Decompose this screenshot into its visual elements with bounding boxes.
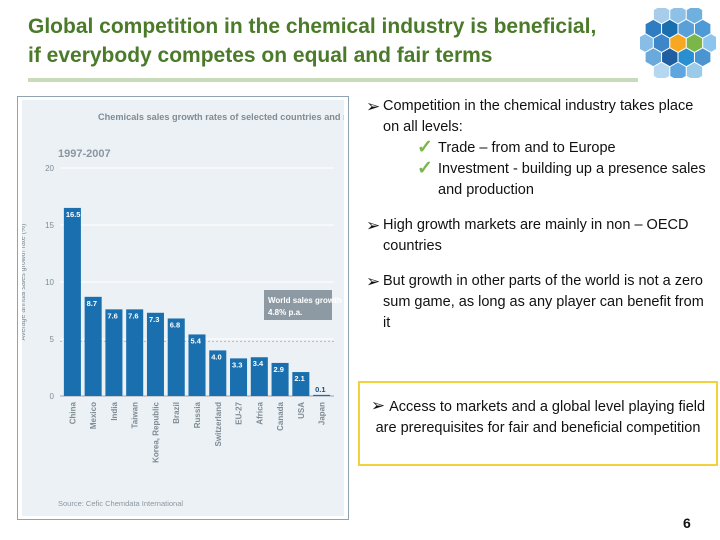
bullet-text: Competition in the chemical industry tak… [383, 98, 694, 135]
callout-box: ➢ Access to markets and a global level pl… [358, 381, 718, 466]
x-category-label: Brazil [172, 402, 181, 424]
sub-bullet-text: Investment - building up a presence sale… [438, 161, 706, 198]
slide-title: Global competition in the chemical indus… [28, 12, 658, 70]
chart-title: Chemicals sales growth rates of selected… [98, 112, 344, 122]
bar-value-label: 2.1 [294, 374, 304, 383]
callout-text: Access to markets and a global level pla… [375, 399, 706, 436]
logo-hexagon [670, 8, 686, 24]
bar-value-label: 8.7 [87, 299, 97, 308]
bar-value-label: 7.3 [149, 315, 159, 324]
bar-value-label: 3.3 [232, 360, 242, 369]
checkmark-icon: ✓ [417, 158, 433, 179]
bar-value-label: 0.1 [315, 385, 325, 394]
y-axis-label: Average annual sales growth rate (%) [22, 224, 27, 341]
bar-korea-republic [146, 312, 164, 396]
logo-hexagon [640, 34, 653, 52]
x-category-label: Switzerland [214, 402, 223, 447]
logo-hexagon [678, 48, 694, 67]
bar-india [105, 309, 123, 396]
bar-taiwan [126, 309, 144, 396]
logo-hexagon [653, 8, 670, 24]
logo-hexagon [645, 19, 662, 38]
logo-hexagon [686, 34, 703, 52]
x-category-label: Canada [276, 401, 285, 430]
x-category-label: Africa [255, 401, 264, 424]
logo-hexagon [703, 34, 716, 52]
y-tick-label: 5 [50, 335, 55, 344]
bar-value-label: 7.6 [107, 311, 117, 320]
logo-hexagon [662, 19, 678, 38]
sub-bullet-item: ✓ Trade – from and to Europe [417, 137, 706, 159]
bar-china [63, 207, 81, 396]
logo-hexagon [686, 62, 703, 78]
bar-value-label: 2.9 [274, 365, 284, 374]
arrow-bullet-icon: ➢ [370, 396, 386, 415]
bar-canada [271, 362, 289, 396]
chart-source: Source: Cefic Chemdata International [58, 499, 183, 508]
title-divider [28, 78, 638, 82]
hexagon-logo-icon [640, 8, 716, 78]
world-growth-label: World sales growth [268, 296, 342, 305]
bullet-list: ➢ Competition in the chemical industry ta… [366, 96, 706, 348]
x-category-label: China [68, 401, 77, 424]
logo-hexagon [662, 48, 678, 67]
x-category-label: India [110, 401, 119, 420]
x-category-label: Mexico [89, 402, 98, 429]
logo-hexagon [653, 62, 670, 78]
y-tick-label: 10 [45, 278, 54, 287]
y-tick-label: 20 [45, 164, 54, 173]
bar-value-label: 7.6 [128, 311, 138, 320]
logo-hexagon [678, 19, 694, 38]
x-category-label: Taiwan [131, 402, 140, 429]
bullet-item: ➢ High growth markets are mainly in non –… [366, 215, 706, 257]
logo-hexagon [653, 34, 670, 52]
logo-hexagon [670, 34, 686, 52]
bar-eu-27 [230, 358, 248, 396]
y-tick-label: 0 [50, 392, 55, 401]
world-growth-box [264, 290, 332, 320]
chart-period: 1997-2007 [58, 148, 111, 160]
bullet-item: ➢ Competition in the chemical industry ta… [366, 96, 706, 201]
x-category-label: EU-27 [235, 401, 244, 424]
logo-hexagon [686, 8, 703, 24]
page-number: 6 [683, 515, 691, 531]
arrow-bullet-icon: ➢ [366, 216, 381, 235]
x-category-label: Japan [318, 402, 327, 425]
logo-hexagon [694, 48, 711, 67]
x-category-label: Korea, Republic [151, 401, 160, 462]
bullet-text: But growth in other parts of the world i… [383, 273, 704, 331]
bar-value-label: 4.0 [211, 352, 221, 361]
checkmark-icon: ✓ [417, 137, 433, 158]
arrow-bullet-icon: ➢ [366, 272, 381, 291]
title-line-1: Global competition in the chemical indus… [28, 15, 597, 38]
bar-value-label: 16.5 [66, 210, 81, 219]
y-tick-label: 15 [45, 221, 54, 230]
logo-hexagon [694, 19, 711, 38]
bar-mexico [84, 296, 102, 396]
bar-chart: Chemicals sales growth rates of selected… [22, 112, 344, 508]
x-category-label: USA [297, 402, 306, 419]
bar-africa [250, 357, 268, 396]
sub-bullet-item: ✓ Investment - building up a presence sal… [417, 158, 706, 201]
arrow-bullet-icon: ➢ [366, 97, 381, 116]
bullet-item: ➢ But growth in other parts of the world … [366, 271, 706, 334]
bar-japan [313, 394, 331, 396]
bar-switzerland [209, 350, 227, 396]
bar-value-label: 5.4 [190, 336, 201, 345]
bar-value-label: 6.8 [170, 320, 180, 329]
title-line-2: if everybody competes on equal and fair … [28, 44, 493, 67]
bar-brazil [167, 318, 185, 396]
sub-bullet-text: Trade – from and to Europe [438, 140, 616, 156]
x-category-label: Russia [193, 401, 202, 428]
logo-hexagon [670, 62, 686, 78]
bullet-text: High growth markets are mainly in non – … [383, 217, 689, 254]
logo-hexagon [645, 48, 662, 67]
bar-value-label: 3.4 [253, 359, 264, 368]
bar-russia [188, 334, 206, 396]
bar-usa [292, 372, 310, 396]
world-growth-value: 4.8% p.a. [268, 308, 302, 317]
